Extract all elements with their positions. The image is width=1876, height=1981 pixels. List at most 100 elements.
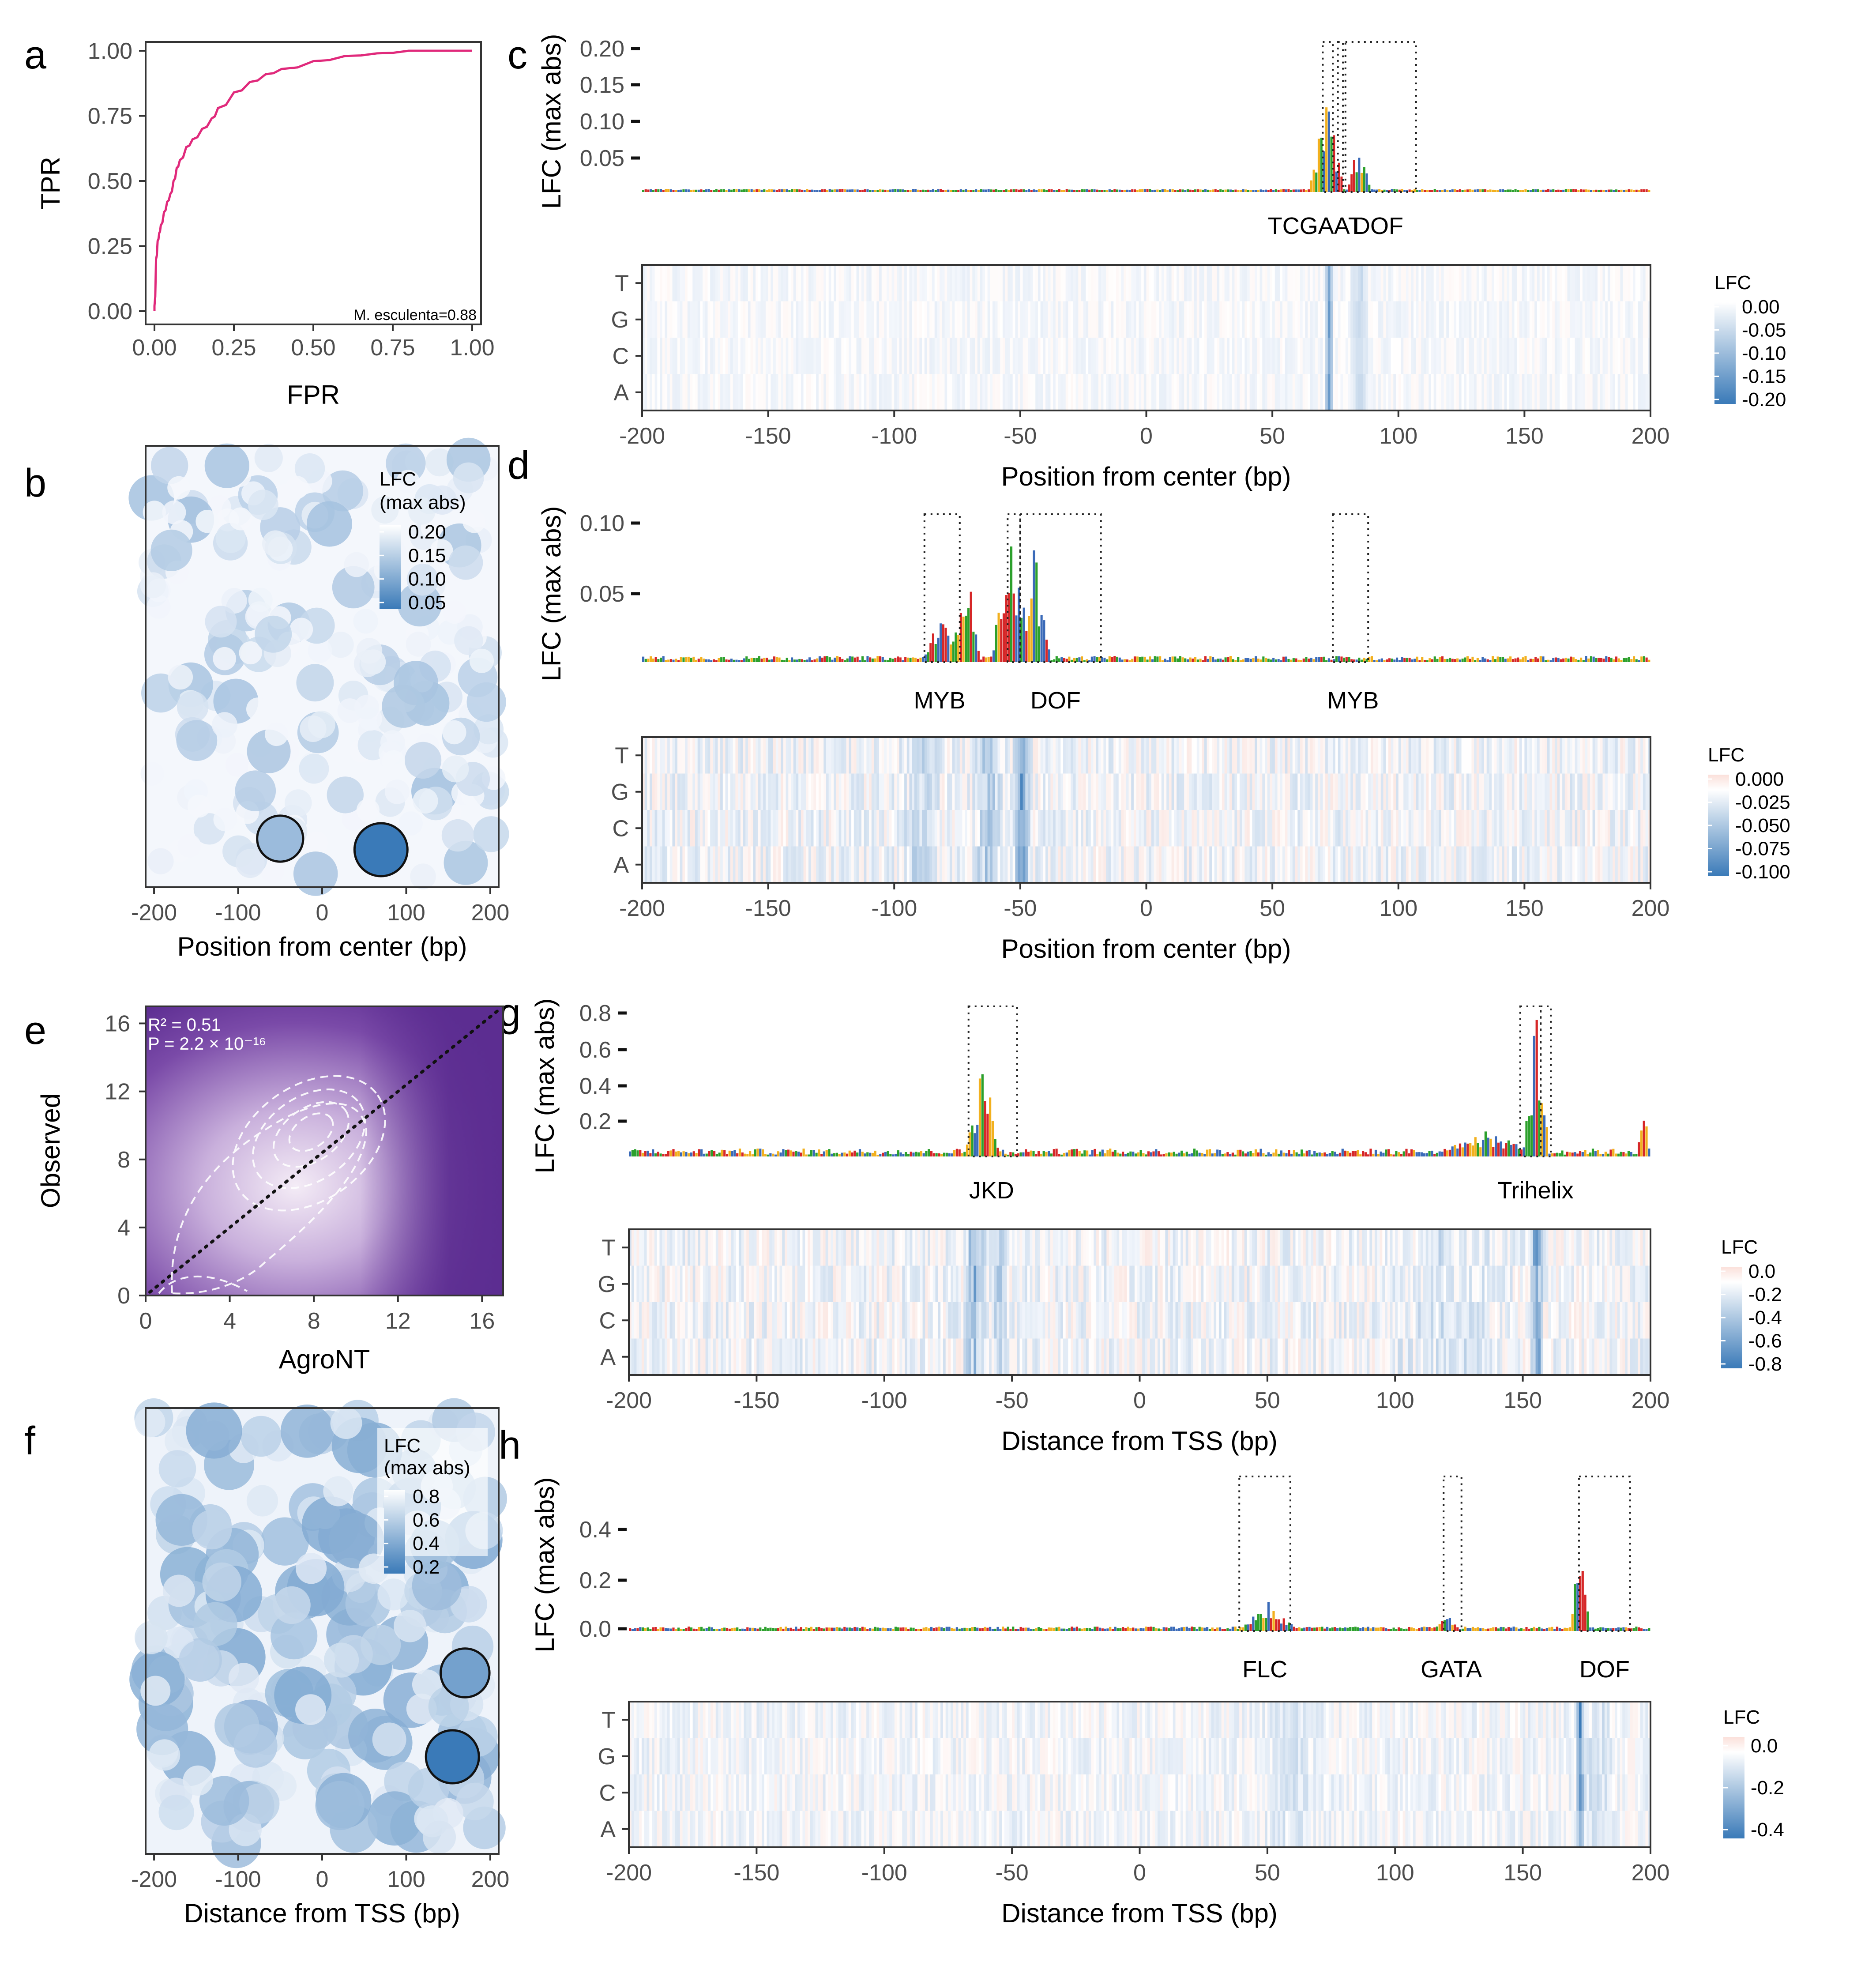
c-heat-cell [1234,265,1237,301]
c-logo-bar [1617,190,1620,192]
d-heat-cell [1199,810,1202,847]
d-heat-cell [765,810,769,847]
c-heat-cell [1343,374,1346,411]
b-point [187,795,211,818]
c-heat-cell [826,374,829,411]
d-heat-cell [1277,810,1280,847]
c-heat-cell [1023,265,1026,301]
c-heat-cell [1310,374,1313,411]
d-heat-cell [864,846,867,883]
d-heat-cell [1156,773,1159,810]
d-heat-cell [894,737,897,774]
c-heat-cell [1418,265,1421,301]
c-heat-cell [1433,301,1436,338]
c-logo-bar [1598,190,1600,192]
c-heat-cell [793,374,797,411]
d-logo-bar [1577,659,1580,662]
d-heat-cell [725,773,728,810]
c-heat-cell [1368,374,1371,411]
d-heat-cell [856,737,859,774]
d-heat-cell [1237,737,1240,774]
d-heat-cell [1527,846,1530,883]
d-heat-cell [662,773,665,810]
c-heat-cell [1156,265,1159,301]
f-legend-bar [384,1490,405,1574]
d-heat-cell [1514,737,1517,774]
c-logo-bar [818,190,821,192]
c-heat-cell [1212,301,1215,338]
d-heat-cell [1259,773,1263,810]
d-heat-cell [1625,773,1628,810]
c-heat-cell [728,374,731,411]
d-heat-cell [1439,773,1442,810]
d-heat-cell [1274,737,1278,774]
b-point [296,664,334,702]
c-heat-cell [1623,374,1626,411]
d-heat-cell [1539,773,1542,810]
b-legend-title-2: (max abs) [380,492,466,513]
d-heat-cell [783,846,786,883]
c-heat-cell [1181,374,1184,411]
c-heat-cell [1549,301,1553,338]
d-heat-cell [1635,737,1638,774]
c-heat-cell [1040,265,1043,301]
c-logo-bar [735,189,738,192]
c-heat-cell [1552,265,1555,301]
c-logo-bar [997,190,1000,192]
c-heat-cell [733,338,736,374]
d-heat-cell [667,846,670,883]
c-heat-cell [1093,374,1096,411]
d-heat-cell [1605,737,1608,774]
g-logo-bar [1257,1152,1259,1156]
d-heat-cell [985,846,988,883]
c-heat-cell [1320,265,1323,301]
g-logo-bar [1326,1154,1329,1156]
d-logo-bar [844,660,846,662]
c-heat-cell [818,338,822,374]
d-logo-bar [753,658,756,662]
c-heat-cell [1053,301,1056,338]
g-logo-bar [1346,1151,1349,1156]
d-logo-bar [1378,659,1381,662]
d-heat-cell [1214,810,1217,847]
c-heat-cell [997,338,1000,374]
d-heat-cell [753,846,756,883]
c-logo-bar [1297,189,1300,192]
g-logo-bar [1387,1149,1390,1156]
c-logo-bar [1116,189,1118,192]
c-heat-cell [1340,301,1343,338]
d-heat-cell [1033,846,1036,883]
c-logo-bar [1065,189,1068,192]
c-heat-cell [1327,265,1331,301]
d-heat-cell [697,737,700,774]
d-heat-cell [722,737,726,774]
c-heat-cell [1517,338,1520,374]
d-logo-bar [1552,658,1555,662]
d-heat-cell [1124,737,1127,774]
c-heat-cell [1073,338,1076,374]
d-heat-cell [1259,810,1263,847]
d-heat-cell [1582,773,1586,810]
d-logo-bar [937,637,940,662]
c-heat-cell [1290,338,1293,374]
g-logo-bar [1489,1138,1492,1156]
d-logo-bar [1118,657,1121,662]
c-heat-cell [652,374,655,411]
c-logo-bar [667,189,670,192]
d-heat-cell [1459,846,1462,883]
d-heat-cell [1376,846,1379,883]
d-heat-cell [1270,846,1273,883]
c-heat-cell [1068,265,1071,301]
d-heat-cell [846,737,849,774]
c-heat-cell [1103,301,1106,338]
d-logo-bar [1161,660,1164,662]
g-logo-bar [1139,1150,1142,1156]
c-heat-cell [871,301,875,338]
d-heat-cell [669,846,673,883]
d-heat-cell [894,810,897,847]
g-logo-bar [1040,1153,1042,1156]
c-logo-bar [1454,189,1456,192]
c-heat-cell [798,301,801,338]
d-heat-cell [1116,737,1119,774]
c-heat-cell [783,265,786,301]
